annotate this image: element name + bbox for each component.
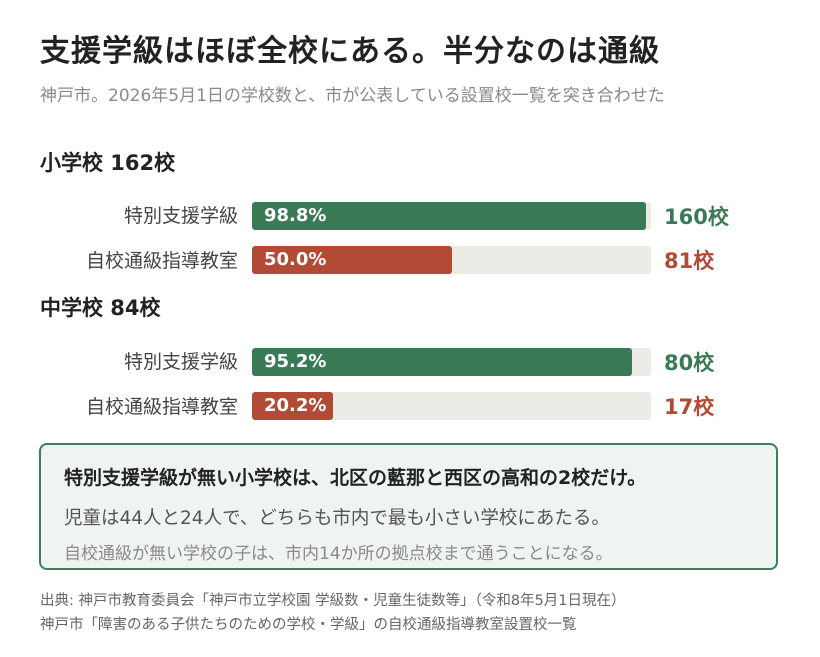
junior-high-special-count: 80校: [664, 351, 715, 375]
elementary-resource-track: 50.0%: [252, 246, 651, 274]
junior-high-resource-label: 自校通級指導教室: [85, 396, 238, 418]
junior-high-special-label: 特別支援学級: [123, 351, 238, 373]
source-line-2: 神戸市「障害のある子供たちのための学校・学級」の自校通級指導教室設置校一覧: [40, 617, 577, 633]
elementary-special-pct: 98.8%: [264, 205, 327, 226]
junior-high-resource-track: 20.2%: [252, 392, 651, 420]
junior-high-special-bar: [252, 348, 632, 376]
callout-headline: 特別支援学級が無い小学校は、北区の藍那と西区の高和の2校だけ。: [64, 467, 647, 489]
elementary-resource-count: 81校: [664, 249, 715, 273]
elementary-special-count: 160校: [664, 205, 729, 229]
junior-high-special-track: 95.2%: [252, 348, 651, 376]
elementary-resource-bar: [252, 246, 452, 274]
callout-box: 特別支援学級が無い小学校は、北区の藍那と西区の高和の2校だけ。 児童は44人と2…: [39, 443, 778, 570]
elementary-resource-pct: 50.0%: [264, 249, 327, 270]
callout-sub: 自校通級が無い学校の子は、市内14か所の拠点校まで通うことになる。: [64, 544, 613, 564]
callout-body: 児童は44人と24人で、どちらも市内で最も小さい学校にあたる。: [64, 508, 610, 529]
junior-high-resource-pct: 20.2%: [264, 395, 327, 416]
page-subtitle: 神戸市。2026年5月1日の学校数と、市が公表している設置校一覧を突き合わせた: [40, 86, 665, 106]
junior-high-heading: 中学校 84校: [40, 296, 161, 320]
junior-high-special-pct: 95.2%: [264, 351, 327, 372]
elementary-special-bar: [252, 202, 647, 230]
junior-high-resource-bar: [252, 392, 333, 420]
source-line-1: 出典: 神戸市教育委員会「神戸市立学校園 学級数・児童生徒数等」（令和8年5月1…: [40, 593, 626, 609]
elementary-heading: 小学校 162校: [40, 151, 176, 175]
elementary-special-label: 特別支援学級: [123, 205, 238, 227]
page-title: 支援学級はほぼ全校にある。半分なのは通級: [40, 34, 660, 69]
junior-high-resource-count: 17校: [664, 395, 715, 419]
elementary-resource-label: 自校通級指導教室: [85, 250, 238, 272]
elementary-special-track: 98.8%: [252, 202, 651, 230]
